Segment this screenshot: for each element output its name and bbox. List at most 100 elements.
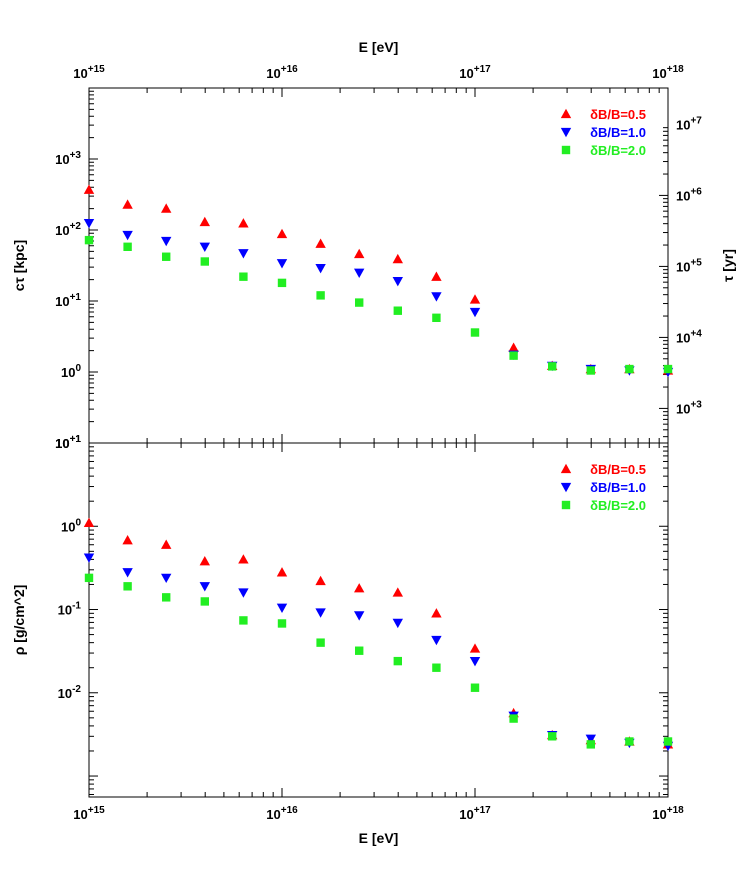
panel-bottom-series-0-point (431, 608, 442, 618)
panel-top-legend-label-1: δB/B=1.0 (590, 125, 646, 140)
panel-top-ytick-label: 10+3 (55, 150, 81, 167)
panel-top-series-2-point (470, 328, 480, 337)
bottom-xtick-label-base: 10 (652, 807, 666, 822)
panel-bottom-series-2-point (509, 714, 518, 723)
panel-top-ytick-label-base: 10 (55, 294, 69, 309)
panel-bottom-legend-label-1: δB/B=1.0 (590, 480, 646, 495)
panel-top-series-2-point (277, 278, 287, 288)
panel-bottom-x-title: E [eV] (359, 830, 399, 846)
panel-bottom-series-2-point (432, 663, 441, 672)
panel-top-series-1-point (238, 249, 249, 259)
panel-bottom-series-0-point (392, 587, 403, 597)
top-xtick-label: 10+15 (73, 64, 105, 81)
panel-top-series-1-point (199, 242, 210, 252)
panel-top-series-1-point (392, 277, 403, 287)
panel-top-series-2-point (432, 313, 441, 322)
panel-top-y2tick-label-base: 10 (676, 259, 690, 274)
panel-top-y2tick-label-exponent: +4 (690, 328, 702, 339)
panel-bottom-series-0-point (161, 539, 172, 549)
panel-bottom-series-1-point (276, 603, 288, 613)
panel-top-y2tick-label-exponent: +7 (690, 115, 702, 126)
panel-bottom-series-2-point (393, 656, 402, 666)
axis-ticks (88, 88, 668, 797)
panel-bottom-legend-label-2: δB/B=2.0 (590, 498, 646, 513)
panel-top-series-2-point (123, 242, 132, 251)
panel-bottom-series-2-point (663, 737, 673, 746)
panel-top-ytick-label-exponent: +1 (70, 292, 82, 303)
panel-bottom-ytick-label-exponent: +1 (70, 434, 82, 445)
panel-top-series-0-point (392, 253, 403, 264)
panel-bottom-series-1-point (122, 568, 133, 578)
panel-top-ytick-label-base: 10 (55, 223, 69, 238)
panel-frames (88, 87, 669, 798)
bottom-xtick-label: 10+17 (459, 805, 491, 822)
panel-top-y2-title: τ [yr] (720, 249, 736, 282)
panel-top-legend-label-0: δB/B=0.5 (590, 107, 646, 122)
panel-bottom-series-0-point (276, 567, 288, 577)
panel-bottom-series-2-point (625, 737, 634, 746)
panel-bottom-y-title: ρ [g/cm^2] (11, 585, 27, 656)
panel-bottom-ytick-label-exponent: -2 (72, 684, 81, 695)
panel-top-series-1-point (83, 218, 95, 229)
panel-bottom-series-2-point (586, 740, 595, 749)
panel-top-y2tick-label-base: 10 (676, 188, 690, 203)
bottom-xtick-label: 10+16 (266, 805, 298, 822)
panel-top-series-2-point (663, 364, 673, 374)
panel-top-series-0-point (354, 248, 365, 259)
panel-top-series-2-point (625, 364, 634, 374)
panel-bottom-series-0-point (354, 583, 365, 593)
panel-top-ytick-label-base: 10 (61, 365, 75, 380)
panel-top-y2tick-label-exponent: +3 (690, 399, 702, 410)
panel-top-ytick-label: 10+1 (55, 292, 81, 309)
panel-top-ytick-label-base: 10 (55, 436, 69, 451)
panel-top-series-2-point (200, 257, 209, 266)
panel-bottom-ytick-label-exponent: 0 (75, 517, 81, 528)
panel-top-y2tick-label-base: 10 (676, 117, 690, 132)
panel-bottom-legend-label-0: δB/B=0.5 (590, 462, 646, 477)
panel-top-x-title: E [eV] (359, 39, 399, 55)
panel-top-series-0-point (431, 271, 442, 281)
panel-bottom-ytick-label-base: 10 (58, 686, 72, 701)
panel-top-y2tick-label-exponent: +5 (690, 257, 702, 268)
panel-top-series-0-point (238, 218, 249, 228)
panel-bottom-series-1-point (83, 553, 95, 563)
panel-top-series-1-point (354, 268, 365, 278)
top-xtick-label-exponent: +15 (88, 64, 105, 75)
panel-bottom-ytick-label: 10-1 (58, 601, 82, 618)
panel-bottom-ytick-label-base: 10 (55, 436, 69, 451)
panel-bottom-series-1-point (392, 618, 403, 629)
panel-top-series-2-point (509, 351, 518, 360)
bottom-xtick-label-exponent: +18 (667, 805, 684, 816)
top-xtick-label-base: 10 (652, 66, 666, 81)
panel-bottom-series-2-point (200, 597, 209, 606)
panel-bottom-ytick-label-exponent: -1 (72, 601, 81, 612)
panel-top-ytick-label-exponent: 0 (75, 363, 81, 374)
panel-top-legend-marker-1 (560, 127, 572, 138)
panel-top-y2tick-label: 10+4 (676, 328, 702, 345)
panel-top-y2tick-label-exponent: +6 (690, 186, 702, 197)
panel-bottom-legend-marker-1 (560, 482, 572, 493)
panel-top-series-0-point (122, 199, 133, 209)
panel-bottom-series-0-point (469, 643, 481, 653)
panel-top-ytick-label-exponent: +2 (70, 221, 82, 232)
bottom-xtick-label: 10+15 (73, 805, 105, 822)
panel-top-series-2-point (84, 235, 94, 245)
panel-bottom-frame (88, 442, 669, 798)
panel-bottom-series-2-point (316, 638, 325, 647)
top-xtick-label-exponent: +16 (281, 64, 298, 75)
panel-bottom-series-1-point (238, 588, 249, 598)
panel-bottom-series-2-point (162, 593, 171, 602)
panel-bottom-series-1-point (354, 611, 365, 621)
panel-bottom-series-0-point (199, 556, 210, 566)
panel-bottom-series-2-point (470, 683, 480, 692)
bottom-xtick-label-base: 10 (266, 807, 280, 822)
panel-top-legend-label-2: δB/B=2.0 (590, 143, 646, 158)
panel-top-y2tick-label: 10+7 (676, 115, 702, 132)
panel-top-ytick-label: 10+2 (55, 221, 81, 238)
panel-bottom-series-1-point (161, 573, 172, 584)
panel-bottom-ytick-label: 10+1 (55, 434, 81, 451)
panel-bottom-legend-marker-0 (560, 463, 572, 474)
panel-top-series-2-point (162, 252, 171, 261)
